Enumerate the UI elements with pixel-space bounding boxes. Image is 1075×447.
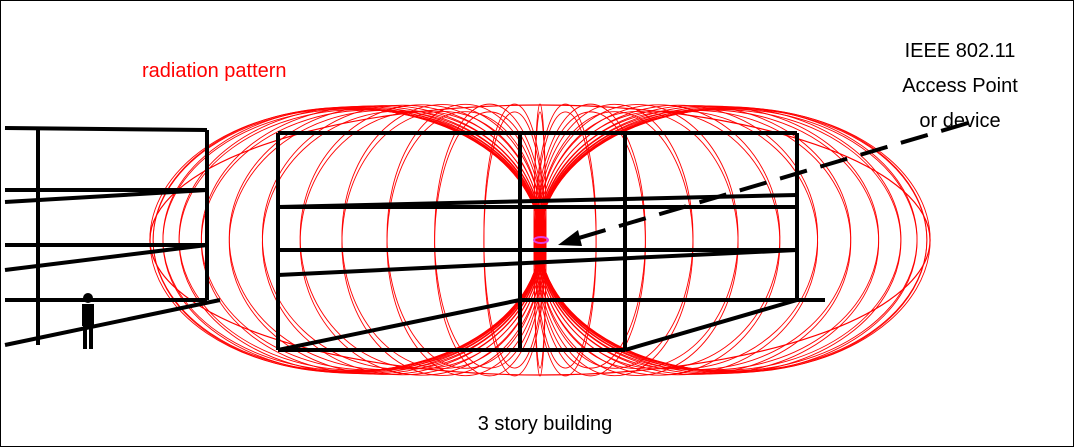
building-label: 3 story building <box>478 413 613 435</box>
pattern-loop <box>434 103 545 369</box>
pattern-label: radiation pattern <box>142 60 287 82</box>
pattern-loop <box>533 103 547 369</box>
pattern-loop <box>534 103 597 369</box>
arrow-head <box>558 230 582 246</box>
pattern-loop <box>535 103 694 369</box>
device-label: Access Point <box>902 75 1018 97</box>
main-building <box>276 131 825 352</box>
pattern-outline <box>149 104 931 376</box>
person <box>82 293 94 349</box>
pointer-arrow <box>571 121 969 242</box>
device-label: IEEE 802.11 <box>905 40 1016 62</box>
left-building <box>4 126 221 347</box>
device-label: or device <box>919 110 1000 132</box>
pattern-loop <box>535 103 646 369</box>
pattern-loop <box>483 103 546 369</box>
access-point <box>533 236 549 244</box>
pattern-loop <box>539 107 928 372</box>
